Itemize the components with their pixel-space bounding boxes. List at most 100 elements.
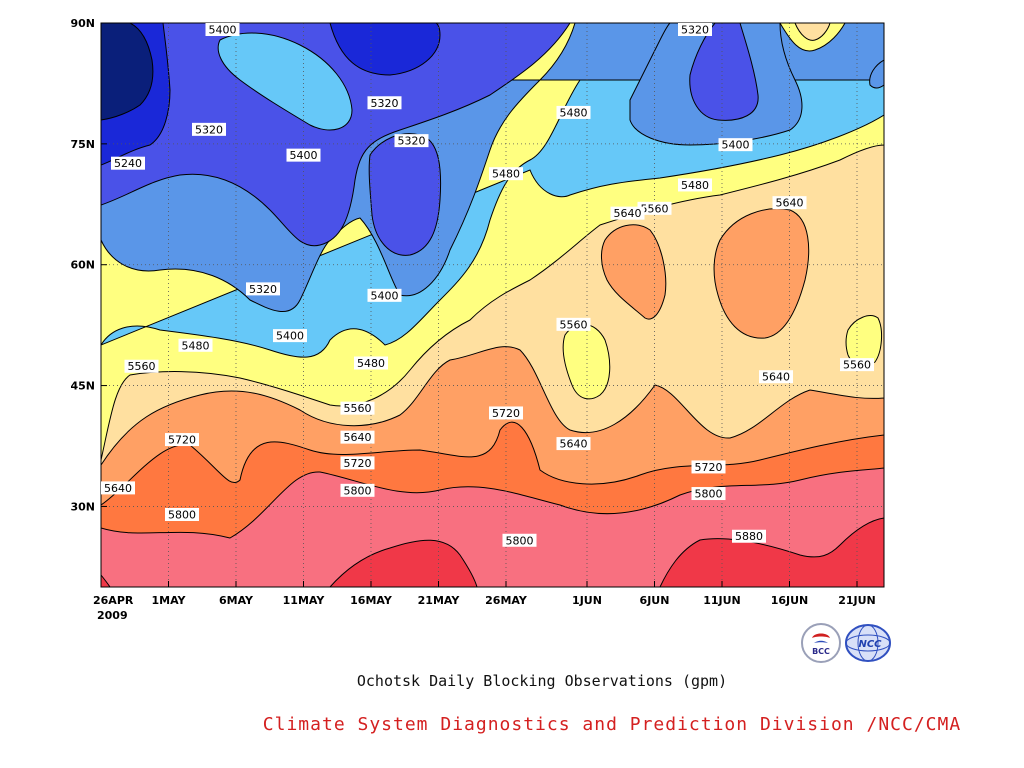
contour-label: 5880: [732, 529, 766, 543]
contour-label-text: 5640: [776, 197, 804, 210]
contour-label-text: 5640: [344, 431, 372, 444]
contour-label-box: [678, 178, 712, 192]
x-axis-year-label: 2009: [97, 609, 128, 622]
contour-label-text: 5400: [209, 24, 237, 37]
fill-5560-island-1jun: [562, 323, 611, 400]
fill-5400-top-far-right: [869, 59, 884, 89]
y-tick-label: 60N: [70, 259, 95, 272]
x-tick-label: 11JUN: [703, 594, 741, 607]
chart-credit: Climate System Diagnostics and Predictio…: [262, 714, 962, 735]
contour-label-box: [691, 487, 726, 501]
fill-5320-island: [368, 133, 442, 256]
contour-label: 5560: [840, 358, 874, 372]
x-tick-label: 21JUN: [838, 594, 876, 607]
contour-label-box: [502, 533, 537, 547]
contour-label: 5560: [637, 201, 672, 215]
contour-label-box: [489, 406, 523, 420]
contour-label: 5480: [678, 178, 712, 192]
contour-label-box: [367, 96, 402, 110]
chart-title: Ochotsk Daily Blocking Observations (gpm…: [356, 672, 728, 690]
contour-label: 5320: [367, 96, 402, 110]
contour-label-box: [394, 134, 429, 148]
x-tick-label: 1MAY: [151, 594, 186, 607]
contour-label: 5640: [340, 430, 375, 444]
x-axis: 26APR 1MAY 6MAY 11MAY 16MAY 21MAY 26MAY 1JUN 6JU…: [93, 581, 876, 607]
bcc-logo-text: BCC: [812, 647, 830, 656]
y-tick-label: 90N: [70, 17, 95, 30]
contour-label-text: 5800: [344, 484, 372, 497]
ncc-logo-text: NCC: [858, 639, 882, 650]
contour-label-text: 5320: [249, 283, 277, 296]
contour-label-box: [772, 196, 807, 210]
contour-label-text: 5400: [371, 289, 399, 302]
fill-5880-corner: [101, 574, 111, 587]
contour-label-text: 5480: [182, 339, 210, 352]
grid-lines: [101, 23, 884, 587]
x-tick-label: 6JUN: [640, 594, 670, 607]
contour-label: 5400: [205, 23, 240, 37]
contour-label-box: [340, 456, 375, 470]
contour-label-text: 5560: [641, 202, 669, 215]
contour-label-text: 5560: [843, 359, 871, 372]
contour-label-text: 5560: [128, 360, 156, 373]
contour-label: 5720: [340, 456, 375, 470]
contour-label: 5560: [340, 401, 375, 415]
contour-label: 5320: [394, 134, 429, 148]
fill-5640-top-right-small: [794, 23, 831, 41]
x-tick-label: 11MAY: [283, 594, 326, 607]
y-tick-label: 75N: [70, 138, 95, 151]
contour-label-text: 5480: [357, 357, 385, 370]
contour-label: 5720: [489, 406, 523, 420]
contour-label-box: [286, 148, 321, 162]
contour-label-box: [165, 433, 199, 447]
contour-label-box: [759, 370, 793, 384]
y-tick-label: 30N: [70, 500, 95, 513]
contour-label-text: 5560: [344, 402, 372, 415]
y-tick-label: 45N: [70, 380, 95, 393]
contour-label-text: 5720: [344, 457, 372, 470]
plot-frame: [100, 22, 885, 588]
contour-label-text: 5400: [276, 330, 304, 343]
contour-label: 5480: [178, 338, 213, 352]
contour-label-box: [165, 507, 199, 521]
contour-label-box: [556, 437, 591, 451]
bcc-logo-icon: BCC: [801, 623, 841, 663]
contour-label-text: 5320: [398, 135, 426, 148]
fill-5720-island-6jun: [601, 224, 667, 320]
contour-label-box: [273, 329, 307, 343]
contour-label-text: 5320: [371, 97, 399, 110]
contour-label: 5720: [165, 433, 199, 447]
contour-label-text: 5240: [114, 157, 142, 170]
contour-label-text: 5720: [492, 407, 520, 420]
contour-label: 5720: [691, 460, 726, 474]
contour-label-text: 5880: [735, 530, 763, 543]
contour-label-box: [340, 483, 375, 497]
contour-label-box: [205, 23, 240, 36]
contour-label-text: 5800: [168, 508, 196, 521]
contour-label: 5480: [556, 105, 591, 119]
contour-label-box: [192, 122, 226, 136]
contour-label-box: [111, 156, 145, 170]
contour-label-box: [732, 529, 766, 543]
contour-label-text: 5560: [560, 318, 588, 331]
contour-label-box: [178, 338, 213, 352]
fill-below-5240: [101, 23, 154, 121]
contour-label: 5800: [502, 533, 537, 547]
contour-label: 5320: [192, 122, 226, 136]
contour-label: 5400: [273, 329, 307, 343]
contour-label-box: [718, 138, 753, 152]
contour-label-text: 5400: [722, 139, 750, 152]
contour-label-box: [678, 23, 712, 36]
contour-label-box: [840, 358, 874, 372]
contour-label-box: [340, 430, 375, 444]
contour-label-box: [556, 317, 591, 331]
contour-label-text: 5640: [762, 371, 790, 384]
x-tick-label: 26MAY: [485, 594, 528, 607]
contour-label: 5480: [489, 167, 523, 181]
contour-labels: 5400 5320 5320 5240 5400 5320 5320 5480 5480 5400…: [101, 23, 874, 547]
contour-label-box: [354, 356, 388, 370]
y-axis: 30N 45N 60N 75N 90N: [70, 17, 107, 513]
fill-5320-top-center: [329, 23, 441, 76]
contour-label: 5240: [111, 156, 145, 170]
